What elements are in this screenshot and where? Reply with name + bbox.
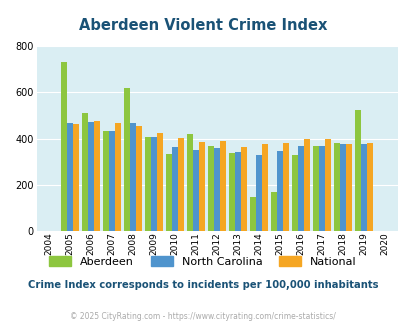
Bar: [61, 62, 67, 231]
Text: Crime Index corresponds to incidents per 100,000 inhabitants: Crime Index corresponds to incidents per…: [28, 280, 377, 290]
Text: Aberdeen Violent Crime Index: Aberdeen Violent Crime Index: [79, 18, 326, 33]
Bar: [166, 154, 172, 231]
Bar: [292, 155, 298, 231]
Bar: [345, 144, 351, 231]
Bar: [339, 144, 345, 231]
Bar: [324, 139, 330, 231]
Bar: [360, 145, 366, 231]
Bar: [187, 134, 193, 231]
Bar: [130, 123, 136, 231]
Bar: [303, 139, 309, 231]
Bar: [88, 122, 94, 231]
Bar: [262, 145, 267, 231]
Bar: [250, 197, 256, 231]
Bar: [193, 150, 198, 231]
Bar: [214, 148, 220, 231]
Bar: [241, 147, 246, 231]
Bar: [318, 146, 324, 231]
Bar: [82, 113, 88, 231]
Bar: [313, 146, 318, 231]
Bar: [208, 146, 214, 231]
Text: © 2025 CityRating.com - https://www.cityrating.com/crime-statistics/: © 2025 CityRating.com - https://www.city…: [70, 312, 335, 321]
Bar: [234, 152, 241, 231]
Bar: [256, 155, 262, 231]
Bar: [67, 123, 73, 231]
Bar: [151, 137, 157, 231]
Bar: [172, 148, 178, 231]
Bar: [366, 144, 372, 231]
Bar: [271, 192, 277, 231]
Bar: [220, 141, 226, 231]
Bar: [157, 133, 162, 231]
Bar: [94, 121, 100, 231]
Bar: [124, 88, 130, 231]
Bar: [178, 138, 183, 231]
Bar: [354, 110, 360, 231]
Bar: [73, 123, 79, 231]
Bar: [145, 137, 151, 231]
Bar: [136, 126, 142, 231]
Bar: [115, 123, 121, 231]
Bar: [277, 151, 282, 231]
Bar: [109, 130, 115, 231]
Bar: [103, 130, 109, 231]
Bar: [298, 146, 303, 231]
Bar: [229, 153, 235, 231]
Bar: [198, 142, 205, 231]
Bar: [282, 143, 288, 231]
Bar: [334, 143, 339, 231]
Legend: Aberdeen, North Carolina, National: Aberdeen, North Carolina, National: [45, 251, 360, 271]
